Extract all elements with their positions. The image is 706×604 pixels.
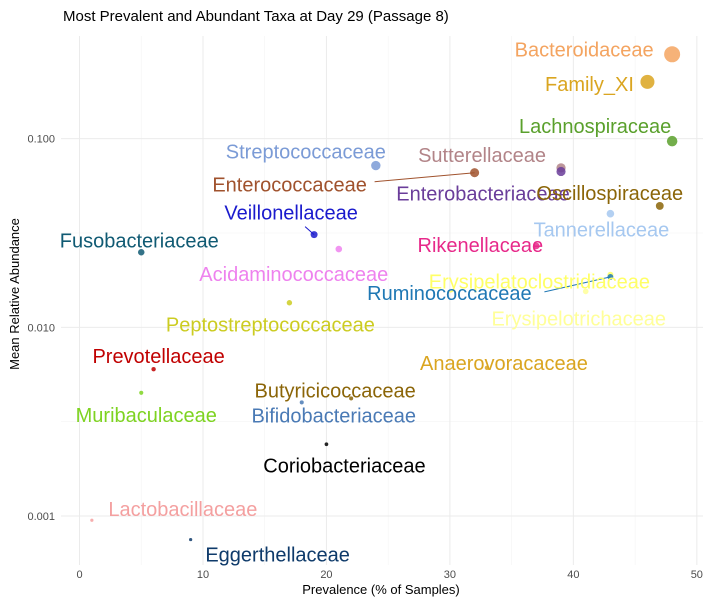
taxon-label: Enterococcaceae — [212, 175, 367, 197]
taxon-label: Coriobacteriaceae — [263, 455, 425, 477]
data-point — [371, 160, 381, 171]
taxon-label: Bacteroidaceae — [515, 39, 654, 61]
x-tick-label: 0 — [76, 569, 82, 581]
data-point — [556, 166, 566, 177]
data-point — [90, 518, 94, 522]
leader-line — [374, 172, 475, 183]
data-point — [582, 288, 589, 295]
y-tick-label: 0.010 — [27, 322, 55, 334]
leader-line — [304, 226, 315, 235]
x-tick-label: 10 — [197, 569, 209, 581]
taxon-label: Sutterellaceae — [418, 145, 546, 167]
data-points — [90, 46, 681, 542]
y-axis-ticks: 0.001 0.010 0.100 — [27, 134, 55, 523]
data-point — [151, 366, 156, 372]
taxon-label: Tannerellaceae — [534, 220, 670, 242]
data-point — [299, 400, 304, 405]
taxon-label: Oscillospiraceae — [536, 183, 683, 205]
x-tick-label: 20 — [320, 569, 332, 581]
taxon-label: Prevotellaceae — [92, 346, 224, 368]
taxon-label: Ruminococcaceae — [367, 283, 532, 305]
y-tick-label: 0.100 — [27, 134, 55, 146]
taxon-label: Erysipelotrichaceae — [491, 308, 666, 330]
taxon-label: Butyricicoccaceae — [255, 380, 416, 402]
taxon-label: Fusobacteriaceae — [60, 230, 219, 252]
data-point — [606, 209, 615, 218]
x-tick-label: 50 — [691, 569, 703, 581]
taxon-label: Erysipelatoclostridiaceae — [429, 272, 650, 294]
taxon-label: Bifidobacteriaceae — [251, 405, 416, 427]
x-axis-ticks: 0 10 20 30 40 50 — [76, 569, 702, 581]
data-point — [664, 46, 681, 63]
data-point — [532, 242, 540, 250]
x-axis-title: Prevalence (% of Samples) — [302, 582, 460, 597]
taxon-label: Enterobacteriaceae — [396, 183, 569, 205]
taxon-label: Veillonellaceae — [224, 203, 357, 225]
chart-title: Most Prevalent and Abundant Taxa at Day … — [63, 8, 449, 25]
data-point — [324, 442, 329, 447]
data-point — [607, 273, 614, 280]
data-point — [470, 168, 480, 178]
taxon-label: Anaerovoracaceae — [420, 353, 588, 375]
data-point — [640, 74, 655, 89]
data-point — [189, 537, 193, 542]
taxon-label: Lactobacillaceae — [108, 499, 257, 521]
y-axis-title: Mean Relative Abundance — [7, 218, 22, 370]
taxon-label: Streptococcaceae — [226, 142, 386, 164]
data-point — [139, 390, 144, 395]
taxon-label: Lachnospiraceae — [519, 116, 671, 138]
data-point — [655, 202, 664, 210]
taxon-label: Eggerthellaceae — [205, 545, 350, 567]
taxon-label: Peptostreptococcaceae — [166, 315, 375, 337]
data-point — [349, 396, 354, 401]
leader-line — [544, 276, 611, 293]
data-point — [335, 245, 343, 253]
data-point — [286, 300, 293, 306]
x-tick-label: 40 — [567, 569, 579, 581]
x-tick-label: 30 — [444, 569, 456, 581]
data-point — [137, 248, 145, 256]
taxon-label: Family_XI — [545, 74, 634, 96]
grid-lines — [61, 36, 703, 565]
data-point — [666, 135, 678, 147]
taxon-label: Rikenellaceae — [418, 235, 544, 257]
taxon-label: Acidaminococcaceae — [199, 264, 388, 286]
taxon-label: Muribaculaceae — [76, 405, 217, 427]
taxon-labels: Bacteroidaceae Family_XI Lachnospiraceae St… — [60, 39, 683, 566]
y-tick-label: 0.001 — [27, 511, 55, 523]
data-point — [484, 365, 490, 371]
label-leader-lines — [304, 172, 611, 293]
